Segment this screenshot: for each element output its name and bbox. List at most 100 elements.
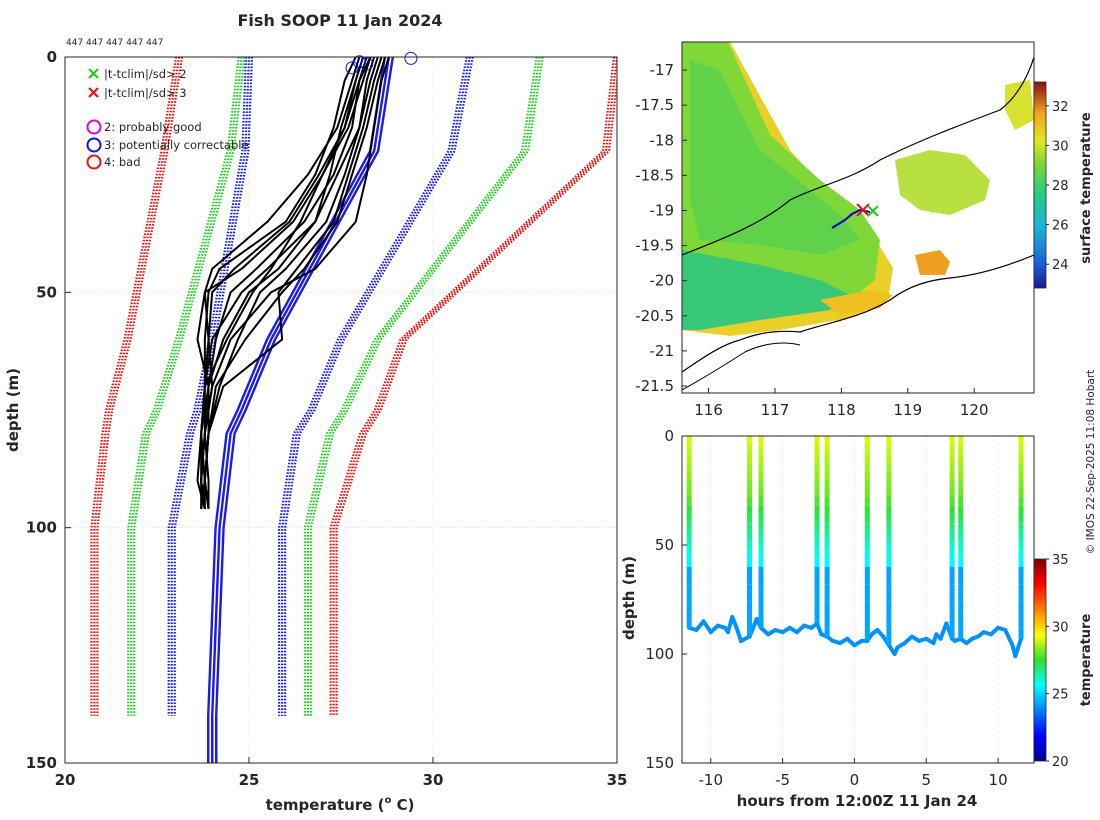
map-x-tick-label: 116 xyxy=(694,401,723,419)
x-tick-label: 20 xyxy=(55,771,76,789)
y-tick-label: 100 xyxy=(26,519,57,537)
map-ticks: 116 117 118 119 120 -17 -17.5 -18 -18.5 -19 -19.5 -… xyxy=(635,61,988,419)
time-x-tick-label: 5 xyxy=(921,771,931,789)
profile-axes-box xyxy=(64,56,618,764)
profile-plot-area xyxy=(65,57,617,763)
climatology-line xyxy=(278,57,468,716)
time-y-tick-label: 100 xyxy=(645,645,674,663)
y-tick-label: 50 xyxy=(36,283,57,301)
bottom-trace-segment xyxy=(734,625,743,643)
sst-colorbar-tick-label: 28 xyxy=(1052,179,1069,194)
profile-ylabel: depth (m) xyxy=(4,368,22,452)
map-y-tick-label: -21 xyxy=(650,342,675,360)
time-plot-area xyxy=(682,436,1034,763)
x-tick-label: 30 xyxy=(423,771,444,789)
time-y-tick-label: 0 xyxy=(664,427,674,445)
bottom-trace-segment xyxy=(701,619,713,635)
sst-colorbar-tick-label: 24 xyxy=(1052,258,1069,273)
sst-warm-nearshore-patch xyxy=(915,250,950,275)
time-y-tick-label: 150 xyxy=(645,754,674,772)
legend-item-sd3: |t-tclim|/sd> 3 xyxy=(88,86,187,100)
legend-blue-circle-icon xyxy=(86,137,102,153)
map-y-tick-label: -20.5 xyxy=(635,307,674,325)
climatology-line xyxy=(332,57,617,716)
time-xlabel: hours from 12:00Z 11 Jan 24 xyxy=(737,792,978,810)
temp-colorbar xyxy=(1033,558,1047,762)
map-x-tick-label: 119 xyxy=(893,401,922,419)
time-depth-data xyxy=(686,436,1024,659)
time-x-tick-label: 0 xyxy=(850,771,860,789)
map-y-tick-label: -19 xyxy=(650,201,675,219)
time-x-tick-label: -5 xyxy=(775,771,790,789)
sst-colorbar-label: surface temperature xyxy=(1079,112,1094,264)
temp-colorbar-ticks: 20 25 30 35 xyxy=(1046,553,1069,770)
watermark: © IMOS 22-Sep-2025 11:08 Hobart xyxy=(1085,370,1097,555)
map-x-tick-label: 118 xyxy=(827,401,856,419)
legend-label: |t-tclim|/sd> 3 xyxy=(104,86,187,100)
surface-flag-markers xyxy=(345,51,418,75)
y-tick-label: 150 xyxy=(26,754,57,772)
flag-marker xyxy=(360,57,374,71)
climatology-line xyxy=(335,73,617,716)
flag-marker xyxy=(352,55,366,69)
temp-colorbar-tick-label: 30 xyxy=(1052,620,1069,635)
legend-item-sd2: |t-tclim|/sd> 2 xyxy=(88,67,187,81)
profile-line xyxy=(200,57,361,509)
profile-ticks: 20 25 30 35 0 50 100 150 xyxy=(26,48,628,789)
temp-colorbar-tick-label: 20 xyxy=(1052,755,1069,770)
sst-colorbar-tick-label: 32 xyxy=(1052,100,1069,115)
profile-lines xyxy=(196,57,390,510)
sst-offshore-patch-east xyxy=(1005,80,1034,130)
climatology-line xyxy=(167,57,248,716)
time-grid xyxy=(710,436,999,763)
temp-colorbar-label: temperature xyxy=(1079,614,1094,707)
map-coastline xyxy=(682,254,1034,373)
sst-colorbar-tick-label: 26 xyxy=(1052,219,1069,234)
profile-top-annotation: 447 447 447 447 447 xyxy=(66,38,163,48)
climatology-line xyxy=(329,57,616,716)
legend-red-circle-icon xyxy=(86,154,102,170)
sst-cool-south-field xyxy=(682,250,850,330)
time-x-tick-label: -10 xyxy=(698,771,723,789)
climatology-line xyxy=(170,57,251,716)
profile-line xyxy=(200,57,365,509)
map-coastline-inner xyxy=(682,342,801,391)
map-x-tick-label: 120 xyxy=(960,401,989,419)
time-x-tick-label: 10 xyxy=(989,771,1008,789)
ship-track-green-x-icon xyxy=(867,205,879,217)
climatology-line xyxy=(173,57,254,716)
sst-colorbar-ticks: 24 26 28 30 32 xyxy=(1046,100,1069,273)
legend-item-flag4: 4: bad xyxy=(86,154,141,170)
profile-line xyxy=(203,57,365,509)
sst-offshore-patch xyxy=(895,150,990,215)
temp-colorbar-tick-label: 25 xyxy=(1052,688,1069,703)
profile-line xyxy=(203,57,387,509)
legend-label: |t-tclim|/sd> 2 xyxy=(104,67,187,81)
map-x-tick-label: 117 xyxy=(761,401,790,419)
profile-chart: Fish SOOP 11 Jan 2024 447 447 447 447 44… xyxy=(4,11,627,814)
profile-legend: |t-tclim|/sd> 2 |t-tclim|/sd> 3 2: proba… xyxy=(86,67,249,170)
legend-item-flag2: 2: probably good xyxy=(86,119,202,135)
sst-map: 116 117 118 119 120 -17 -17.5 -18 -18.5 -19 -19.5 -… xyxy=(635,41,1094,419)
time-y-tick-label: 50 xyxy=(655,536,674,554)
x-tick-label: 35 xyxy=(607,771,628,789)
map-y-tick-label: -21.5 xyxy=(635,377,674,395)
climatology-line xyxy=(215,57,395,716)
sst-warm-south-coast xyxy=(820,290,893,315)
map-content xyxy=(682,42,1034,391)
time-ylabel: depth (m) xyxy=(620,556,638,640)
legend-magenta-circle-icon xyxy=(86,119,102,135)
map-y-tick-label: -19.5 xyxy=(635,237,674,255)
climatology-line xyxy=(284,57,474,716)
map-y-tick-label: -17 xyxy=(650,61,675,79)
x-tick-label: 25 xyxy=(239,771,260,789)
legend-red-x-icon xyxy=(88,87,99,98)
map-y-tick-label: -18.5 xyxy=(635,166,674,184)
flag-marker xyxy=(404,51,418,65)
legend-label: 4: bad xyxy=(104,155,141,169)
bottom-trace-segment xyxy=(1013,636,1024,659)
legend-label: 3: potentially correctable xyxy=(104,138,249,152)
